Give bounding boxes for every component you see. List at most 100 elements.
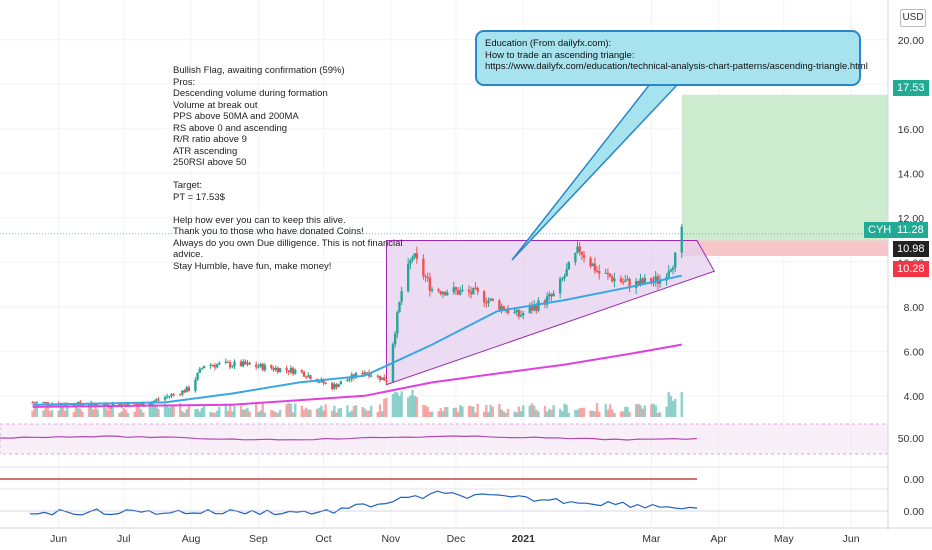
volume-bar — [228, 403, 232, 417]
volume-bar — [135, 405, 138, 417]
volume-bar — [422, 404, 425, 417]
candle-body — [309, 375, 312, 380]
volume-bar — [593, 411, 597, 417]
candle-body — [619, 278, 623, 282]
volume-bar — [109, 406, 112, 417]
volume-bar — [133, 411, 136, 417]
candle-body — [406, 263, 410, 292]
volume-bar — [378, 404, 382, 417]
volume-bar — [563, 403, 566, 417]
volume-bar — [487, 412, 490, 417]
currency-label[interactable]: USD — [900, 9, 926, 27]
volume-bar — [639, 405, 642, 417]
volume-bar — [380, 411, 384, 417]
panel-tick-label: 50.00 — [898, 433, 924, 445]
volume-bar — [241, 409, 245, 417]
candle-body — [317, 381, 321, 383]
callout-link[interactable]: https://www.dailyfx.com/education/techni… — [485, 61, 868, 72]
volume-bar — [213, 412, 217, 417]
candle-body — [333, 384, 336, 390]
volume-bar — [94, 405, 97, 417]
volume-bar — [339, 408, 343, 417]
symbol-tag[interactable]: CYH — [864, 222, 897, 238]
volume-bar — [31, 410, 34, 417]
volume-bar — [42, 410, 45, 417]
candle-body — [519, 315, 523, 317]
candle-body — [598, 270, 601, 274]
rsi-line — [0, 435, 698, 441]
volume-bar — [491, 406, 495, 417]
candle-body — [446, 292, 449, 296]
volume-bar — [545, 411, 549, 417]
ma50-line — [32, 274, 682, 406]
volume-bar — [291, 412, 295, 417]
candle-body — [248, 362, 251, 365]
volume-bar — [218, 406, 221, 417]
volume-bar — [170, 405, 173, 417]
volume-bar — [198, 411, 201, 417]
candle-body — [498, 300, 501, 310]
volume-bar — [163, 403, 167, 417]
candle-body — [578, 246, 581, 252]
volume-bar — [606, 409, 610, 417]
volume-bar — [187, 405, 191, 417]
candle-body — [304, 376, 308, 378]
volume-bar — [576, 409, 579, 417]
stop-price-tag: 10.28 — [893, 261, 929, 277]
volume-bar — [626, 406, 629, 417]
candle-body — [506, 310, 510, 313]
volume-bar — [424, 405, 427, 417]
candle-body — [552, 293, 555, 297]
candle-body — [270, 364, 273, 369]
note-line: Pros: — [173, 76, 196, 88]
candle-body — [185, 387, 188, 393]
candle-body — [513, 311, 516, 313]
volume-bar — [552, 405, 555, 417]
volume-bar — [669, 395, 673, 417]
volume-bar — [459, 405, 462, 417]
volume-bar — [263, 412, 267, 417]
volume-bar — [437, 411, 440, 417]
candle-body — [443, 291, 447, 296]
note-line: RS above 0 and ascending — [173, 122, 288, 134]
volume-bar — [81, 411, 84, 417]
volume-bar — [200, 407, 204, 417]
volume-bar — [354, 405, 358, 417]
candle-body — [213, 365, 217, 368]
volume-bar — [107, 410, 110, 417]
volume-bar — [550, 410, 553, 417]
candle-body — [545, 296, 549, 305]
volume-bar — [244, 409, 247, 417]
volume-bar — [165, 404, 169, 417]
volume-bar — [430, 411, 434, 417]
candle-body — [613, 278, 616, 282]
volume-bar — [467, 405, 471, 417]
candle-body — [608, 274, 612, 277]
note-line: PPS above 50MA and 200MA — [173, 111, 299, 122]
candle-body — [322, 379, 325, 383]
volume-bar — [142, 412, 145, 417]
education-callout[interactable]: Education (From dailyfx.com): How to trad… — [475, 30, 868, 86]
volume-bar — [476, 403, 479, 417]
time-tick-label: Dec — [447, 533, 466, 545]
candle-body — [639, 278, 642, 285]
candle-body — [430, 289, 434, 291]
candle-body — [667, 271, 670, 277]
candle-body — [202, 365, 206, 369]
candle-body — [680, 226, 683, 253]
candle-body — [378, 375, 382, 380]
volume-bar — [272, 410, 275, 417]
candle-body — [561, 278, 564, 280]
volume-bar — [76, 408, 80, 417]
candle-body — [576, 246, 579, 253]
volume-bar — [654, 405, 657, 417]
candle-body — [294, 369, 297, 374]
time-tick-label: Nov — [381, 533, 400, 545]
volume-bar — [613, 412, 616, 417]
candle-body — [42, 402, 45, 404]
candle-body — [157, 399, 160, 401]
volume-bar — [179, 403, 182, 417]
candle-body — [257, 366, 260, 368]
time-tick-label: Oct — [315, 533, 331, 545]
